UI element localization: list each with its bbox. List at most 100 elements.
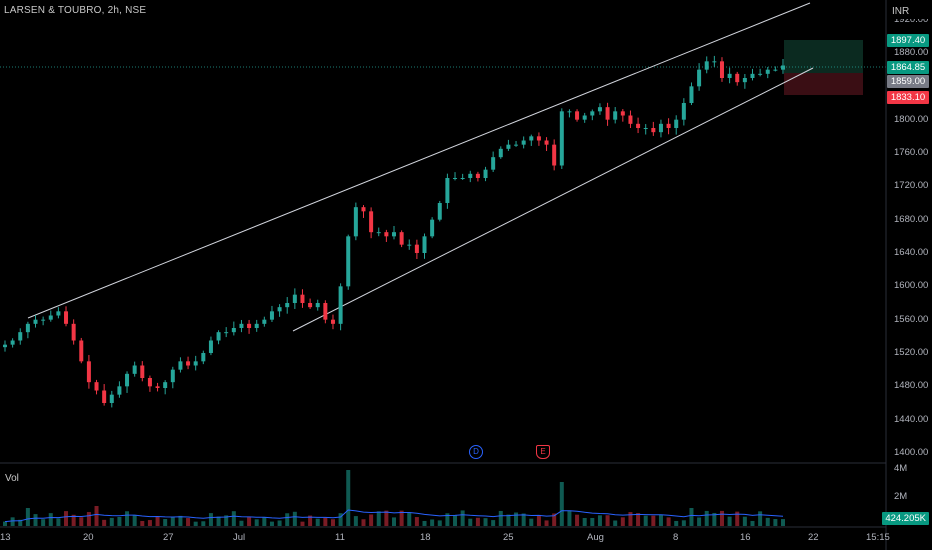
volume-bar bbox=[414, 517, 419, 526]
time-tick: 27 bbox=[163, 532, 174, 543]
candle-body bbox=[201, 353, 206, 362]
volume-bar bbox=[582, 517, 587, 526]
candle-body bbox=[56, 311, 61, 316]
volume-label: Vol bbox=[5, 473, 19, 484]
volume-bar bbox=[491, 520, 496, 526]
volume-bar bbox=[536, 514, 541, 526]
candle-body bbox=[643, 128, 648, 129]
volume-bar bbox=[422, 520, 427, 526]
volume-bar bbox=[666, 517, 671, 526]
volume-bar bbox=[376, 511, 381, 526]
candle-body bbox=[338, 286, 343, 324]
volume-bar bbox=[437, 520, 442, 526]
time-tick: Aug bbox=[587, 532, 604, 543]
candle-body bbox=[414, 244, 419, 253]
price-tick: 1800.00 bbox=[894, 113, 929, 125]
time-tick: 18 bbox=[420, 532, 431, 543]
candle-body bbox=[514, 144, 519, 146]
volume-bar bbox=[460, 510, 465, 526]
volume-bar bbox=[64, 511, 69, 526]
volume-bar bbox=[498, 510, 503, 526]
candle-body bbox=[750, 73, 755, 78]
volume-bar bbox=[445, 513, 450, 526]
candle-body bbox=[605, 107, 610, 120]
candle-body bbox=[178, 361, 183, 370]
candle-body bbox=[79, 340, 84, 362]
volume-bar bbox=[643, 515, 648, 526]
volume-bar bbox=[628, 512, 633, 526]
candle-body bbox=[102, 390, 107, 403]
volume-bar bbox=[468, 518, 473, 526]
volume-bar bbox=[369, 514, 374, 526]
volume-bar bbox=[247, 517, 252, 526]
volume-bar bbox=[773, 519, 778, 526]
candle-body bbox=[773, 69, 778, 71]
upper-channel-line[interactable] bbox=[27, 2, 811, 319]
volume-bar bbox=[125, 511, 130, 526]
candle-body bbox=[163, 382, 168, 388]
volume-bar bbox=[613, 520, 618, 526]
candle-body bbox=[651, 128, 656, 133]
candle-body bbox=[86, 361, 91, 383]
candle-body bbox=[727, 73, 732, 78]
candle-body bbox=[48, 315, 53, 320]
candle-body bbox=[25, 323, 30, 333]
earnings-event-icon[interactable]: E bbox=[536, 445, 550, 459]
volume-bar bbox=[269, 521, 274, 526]
candle-body bbox=[521, 140, 526, 145]
volume-bar bbox=[529, 518, 534, 526]
candle-body bbox=[300, 294, 305, 303]
candle-body bbox=[269, 311, 274, 320]
candle-body bbox=[262, 319, 267, 324]
volume-bar bbox=[506, 514, 511, 526]
volume-bar bbox=[636, 513, 641, 526]
candle-body bbox=[323, 303, 328, 320]
volume-bar bbox=[3, 521, 7, 526]
volume-bar bbox=[208, 513, 213, 526]
volume-bar bbox=[33, 514, 38, 526]
volume-bar bbox=[308, 515, 313, 526]
candle-body bbox=[407, 244, 412, 246]
volume-bar bbox=[750, 520, 755, 526]
price-tick: 1760.00 bbox=[894, 147, 929, 158]
volume-bars-group bbox=[3, 470, 785, 526]
volume-bar bbox=[658, 514, 663, 526]
volume-bar bbox=[758, 511, 763, 526]
volume-bar bbox=[742, 516, 747, 526]
candle-body bbox=[697, 69, 702, 87]
candle-body bbox=[430, 219, 435, 237]
candle-body bbox=[529, 136, 534, 141]
volume-bar bbox=[186, 518, 191, 526]
volume-bar bbox=[521, 513, 526, 526]
candle-body bbox=[628, 115, 633, 124]
candle-body bbox=[308, 303, 313, 308]
candle-body bbox=[620, 111, 625, 116]
time-tick: 16 bbox=[740, 532, 751, 543]
volume-bar bbox=[681, 520, 686, 526]
candle-body bbox=[33, 319, 38, 324]
volume-bar bbox=[651, 515, 656, 526]
candle-body bbox=[353, 207, 358, 237]
volume-bar bbox=[483, 518, 488, 526]
time-tick: 8 bbox=[673, 532, 679, 543]
candle-body bbox=[781, 65, 785, 70]
price-tick: 1480.00 bbox=[894, 380, 929, 392]
volume-bar bbox=[178, 515, 183, 526]
candle-body bbox=[399, 232, 404, 245]
volume-tick-2m: 2M bbox=[894, 491, 908, 502]
volume-tick-4m: 4M bbox=[894, 463, 908, 474]
volume-bar bbox=[25, 508, 30, 526]
candle-body bbox=[147, 378, 152, 387]
price-tick: 1440.00 bbox=[894, 413, 929, 425]
candle-body bbox=[453, 178, 458, 179]
volume-bar bbox=[765, 517, 770, 526]
entry-price-label: 1859.00 bbox=[887, 75, 929, 88]
candle-body bbox=[491, 157, 496, 170]
volume-bar bbox=[559, 482, 564, 526]
dividend-event-icon[interactable]: D bbox=[469, 445, 483, 459]
volume-bar bbox=[575, 514, 580, 526]
volume-bar bbox=[674, 520, 679, 526]
candle-body bbox=[674, 119, 679, 128]
lower-channel-line[interactable] bbox=[292, 67, 814, 332]
